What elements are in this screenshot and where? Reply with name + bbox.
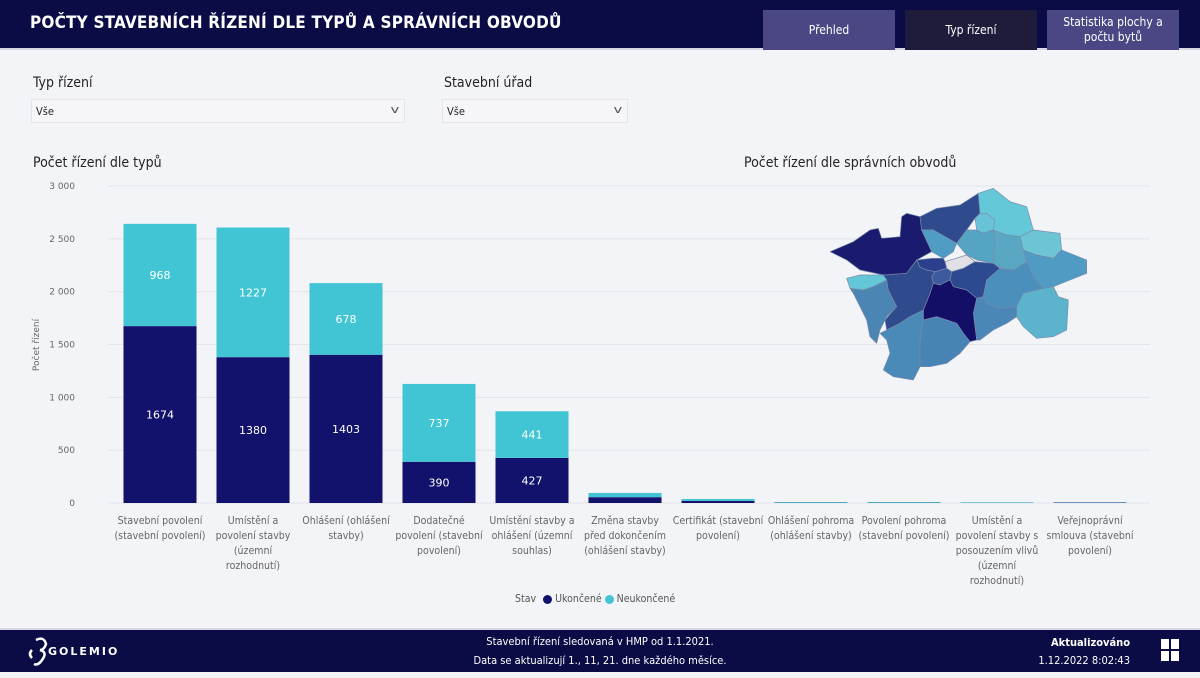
typ-rizeni-value: Vše xyxy=(36,105,55,118)
bar-value-label: 968 xyxy=(150,269,171,282)
chevron-down-icon: v xyxy=(390,103,400,116)
legend-neukoncene[interactable]: Neukončené xyxy=(616,593,676,605)
bar-value-label: 1403 xyxy=(332,423,360,436)
y-tick-label: 500 xyxy=(58,446,75,456)
y-axis-title: Počet řízení xyxy=(31,318,42,371)
y-tick-label: 2 500 xyxy=(49,235,75,245)
bar-neukoncene[interactable] xyxy=(495,411,569,458)
bar-value-label: 737 xyxy=(429,417,450,430)
map-district xyxy=(919,316,971,367)
header: POČTY STAVEBNÍCH ŘÍZENÍ DLE TYPŮ A SPRÁV… xyxy=(0,0,1200,50)
stavebni-urad-value: Vše xyxy=(447,105,466,118)
golemio-logo-mark xyxy=(28,637,48,666)
bar-value-label: 427 xyxy=(522,474,543,487)
bar-neukoncene[interactable] xyxy=(867,502,941,503)
y-tick-label: 3 000 xyxy=(49,182,75,192)
x-category-label: Ohlášení pohroma (ohlášení stavby) xyxy=(767,515,855,542)
bar-value-label: 678 xyxy=(336,313,357,326)
oict-logo xyxy=(1161,639,1179,661)
map-title: Počet řízení dle správních obvodů xyxy=(744,155,957,171)
bar-neukoncene[interactable] xyxy=(681,498,755,501)
map-district xyxy=(849,279,897,344)
legend-dot-ukoncene xyxy=(543,594,553,604)
x-category-label: Veřejnoprávní smlouva (stavební povolení… xyxy=(1046,515,1134,557)
legend-title: Stav xyxy=(515,593,537,605)
bar-ukoncene[interactable] xyxy=(681,500,755,503)
bar-chart-title: Počet řízení dle typů xyxy=(33,155,162,171)
bar-ukoncene[interactable] xyxy=(588,497,662,503)
x-category-label: Stavební povolení (stavební povolení) xyxy=(114,515,206,542)
bar-value-label: 390 xyxy=(429,476,450,489)
bar-ukoncene[interactable] xyxy=(402,461,476,503)
updated-label: Aktualizováno xyxy=(1050,636,1130,649)
golemio-logo-text: GOLEMIO xyxy=(48,645,120,658)
map-district xyxy=(883,259,936,331)
y-tick-label: 1 000 xyxy=(49,393,75,403)
x-category-label: Ohlášení (ohlášení stavby) xyxy=(302,515,390,542)
x-category-label: Povolení pohroma (stavební povolení) xyxy=(858,515,950,542)
prague-district-map xyxy=(829,188,1087,381)
footer: GOLEMIO Stavební řízení sledovaná v HMP … xyxy=(0,628,1200,672)
bar-ukoncene[interactable] xyxy=(495,457,569,503)
map-district xyxy=(879,309,924,381)
map-district xyxy=(1016,286,1069,339)
bar-neukoncene[interactable] xyxy=(309,283,383,355)
bar-neukoncene[interactable] xyxy=(588,492,662,498)
map-district xyxy=(921,229,957,259)
bar-neukoncene[interactable] xyxy=(216,227,290,358)
x-category-label: Umístění a povolení stavby (územní rozho… xyxy=(215,515,291,572)
typ-rizeni-select[interactable]: Vše v xyxy=(31,99,405,123)
bar-value-label: 1674 xyxy=(146,409,174,422)
chevron-down-icon: v xyxy=(613,103,623,116)
stavebni-urad-select[interactable]: Vše v xyxy=(442,99,628,123)
y-tick-label: 0 xyxy=(69,499,75,509)
bar-value-label: 441 xyxy=(522,429,543,442)
bar-ukoncene[interactable] xyxy=(216,357,290,503)
bar-ukoncene[interactable] xyxy=(123,326,197,503)
legend-ukoncene[interactable]: Ukončené xyxy=(555,593,602,605)
y-tick-label: 2 000 xyxy=(49,288,75,298)
updated-value: 1.12.2022 8:02:43 xyxy=(1038,654,1130,667)
stavebni-urad-label: Stavební úřad xyxy=(444,75,533,91)
footer-line2: Data se aktualizují 1., 11, 21. dne každ… xyxy=(473,654,727,667)
x-category-label: Umístění stavby a ohlášení (územní souhl… xyxy=(489,515,575,557)
bar-neukoncene[interactable] xyxy=(123,223,197,327)
nav-typ-rizeni-button[interactable]: Typ řízení xyxy=(905,10,1037,50)
x-category-label: Certifikát (stavební povolení) xyxy=(672,515,764,542)
nav-statistika-button[interactable]: Statistika plochy a počtu bytů xyxy=(1047,10,1179,50)
x-category-label: Změna stavby před dokončením (ohlášení s… xyxy=(584,515,666,557)
chart-legend: Stav Ukončené Neukončené xyxy=(515,593,675,605)
legend-dot-neukoncene xyxy=(604,594,614,604)
y-tick-label: 1 500 xyxy=(49,341,75,351)
map-district xyxy=(1022,249,1087,289)
bar-neukoncene[interactable] xyxy=(774,502,848,503)
typ-rizeni-label: Typ řízení xyxy=(33,75,93,91)
bar-chart: 0 500 1 000 1 500 2 000 2 500 3 000 Počet řízen… xyxy=(31,182,1150,509)
bar-value-label: 1380 xyxy=(239,424,267,437)
footer-line1: Stavební řízení sledovaná v HMP od 1.1.2… xyxy=(486,635,714,648)
page-title: POČTY STAVEBNÍCH ŘÍZENÍ DLE TYPŮ A SPRÁV… xyxy=(30,13,562,33)
bar-neukoncene[interactable] xyxy=(402,383,476,462)
bar-neukoncene[interactable] xyxy=(960,502,1034,503)
bar-value-label: 1227 xyxy=(239,286,267,299)
x-category-label: Dodatečné povolení (stavební povolení) xyxy=(395,515,483,557)
x-category-label: Umístění a povolení stavby s posouzením … xyxy=(955,515,1039,587)
bar-ukoncene[interactable] xyxy=(309,354,383,503)
nav-prehled-button[interactable]: Přehled xyxy=(763,10,895,50)
